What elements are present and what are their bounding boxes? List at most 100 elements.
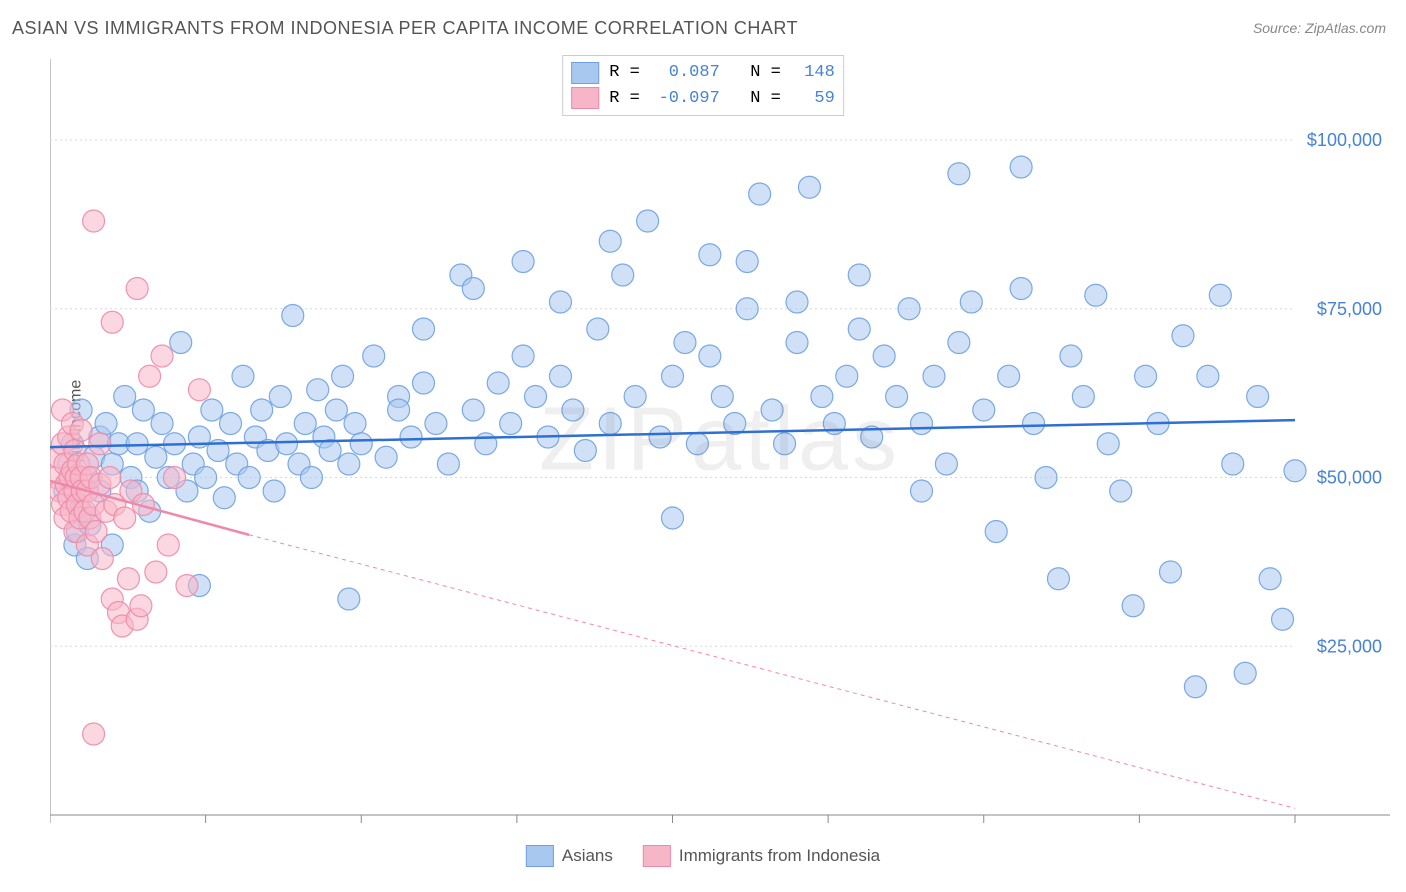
- data-point: [425, 413, 447, 435]
- svg-text:$100,000: $100,000: [1307, 130, 1382, 150]
- data-point: [1035, 467, 1057, 489]
- data-point: [1097, 433, 1119, 455]
- data-point: [117, 568, 139, 590]
- data-point: [139, 365, 161, 387]
- data-point: [300, 467, 322, 489]
- legend-n-value: 59: [791, 86, 835, 112]
- data-point: [170, 332, 192, 354]
- correlation-legend: R = 0.087 N = 148 R = -0.097 N = 59: [562, 55, 844, 116]
- data-point: [475, 433, 497, 455]
- data-point: [462, 278, 484, 300]
- data-point: [145, 561, 167, 583]
- data-point: [736, 298, 758, 320]
- data-point: [70, 419, 92, 441]
- legend-n-label: N =: [730, 86, 781, 112]
- data-point: [1085, 284, 1107, 306]
- data-point: [375, 446, 397, 468]
- data-point: [276, 433, 298, 455]
- legend-r-value: -0.097: [650, 86, 720, 112]
- data-point: [413, 318, 435, 340]
- data-point: [699, 244, 721, 266]
- data-point: [786, 332, 808, 354]
- legend-r-label: R =: [609, 60, 640, 86]
- data-point: [164, 467, 186, 489]
- data-point: [1110, 480, 1132, 502]
- chart-area: $25,000$50,000$75,000$100,0000.0%100.0% …: [50, 55, 1390, 825]
- data-point: [126, 433, 148, 455]
- data-point: [201, 399, 223, 421]
- data-point: [911, 480, 933, 502]
- data-point: [686, 433, 708, 455]
- data-point: [350, 433, 372, 455]
- legend-r-value: 0.087: [650, 60, 720, 86]
- data-point: [911, 413, 933, 435]
- data-point: [251, 399, 273, 421]
- data-point: [332, 365, 354, 387]
- data-point: [363, 345, 385, 367]
- data-point: [624, 386, 646, 408]
- data-point: [1272, 608, 1294, 630]
- series-legend: AsiansImmigrants from Indonesia: [526, 845, 880, 867]
- data-point: [948, 332, 970, 354]
- data-point: [1172, 325, 1194, 347]
- data-point: [213, 487, 235, 509]
- data-point: [662, 507, 684, 529]
- data-point: [973, 399, 995, 421]
- data-point: [388, 399, 410, 421]
- data-point: [437, 453, 459, 475]
- data-point: [985, 521, 1007, 543]
- data-point: [662, 365, 684, 387]
- data-point: [1222, 453, 1244, 475]
- data-point: [269, 386, 291, 408]
- data-point: [282, 305, 304, 327]
- data-point: [220, 413, 242, 435]
- data-point: [1135, 365, 1157, 387]
- data-point: [736, 251, 758, 273]
- data-point: [811, 386, 833, 408]
- data-point: [798, 176, 820, 198]
- data-point: [132, 399, 154, 421]
- data-point: [898, 298, 920, 320]
- svg-text:$25,000: $25,000: [1317, 636, 1382, 656]
- data-point: [512, 345, 534, 367]
- legend-r-label: R =: [609, 86, 640, 112]
- data-point: [95, 413, 117, 435]
- data-point: [126, 278, 148, 300]
- data-point: [873, 345, 895, 367]
- scatter-chart: $25,000$50,000$75,000$100,0000.0%100.0%: [50, 55, 1390, 825]
- series-legend-item: Immigrants from Indonesia: [643, 845, 880, 867]
- data-point: [400, 426, 422, 448]
- data-point: [344, 413, 366, 435]
- legend-n-value: 148: [791, 60, 835, 86]
- data-point: [130, 595, 152, 617]
- data-point: [886, 386, 908, 408]
- data-point: [836, 365, 858, 387]
- data-point: [948, 163, 970, 185]
- data-point: [1184, 676, 1206, 698]
- data-point: [232, 365, 254, 387]
- data-point: [1209, 284, 1231, 306]
- data-point: [238, 467, 260, 489]
- data-point: [83, 210, 105, 232]
- legend-swatch: [571, 62, 599, 84]
- data-point: [574, 440, 596, 462]
- series-legend-label: Immigrants from Indonesia: [679, 846, 880, 866]
- data-point: [749, 183, 771, 205]
- chart-title: ASIAN VS IMMIGRANTS FROM INDONESIA PER C…: [12, 18, 798, 39]
- data-point: [549, 365, 571, 387]
- data-point: [319, 440, 341, 462]
- data-point: [1122, 595, 1144, 617]
- data-point: [649, 426, 671, 448]
- legend-n-label: N =: [730, 60, 781, 86]
- data-point: [525, 386, 547, 408]
- legend-swatch: [643, 845, 671, 867]
- data-point: [157, 534, 179, 556]
- data-point: [599, 230, 621, 252]
- data-point: [1060, 345, 1082, 367]
- data-point: [512, 251, 534, 273]
- data-point: [325, 399, 347, 421]
- data-point: [699, 345, 721, 367]
- data-point: [338, 453, 360, 475]
- svg-text:$75,000: $75,000: [1317, 299, 1382, 319]
- data-point: [711, 386, 733, 408]
